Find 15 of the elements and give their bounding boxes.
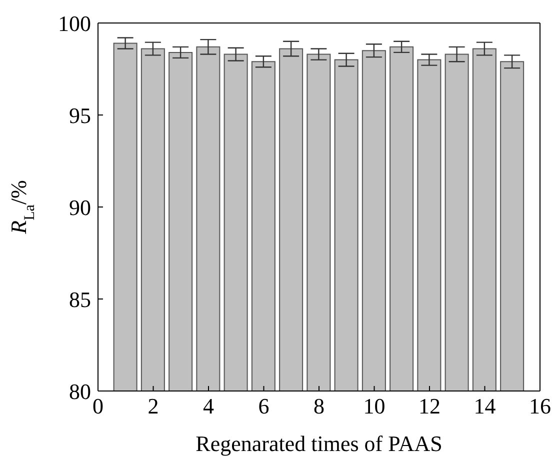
x-tick-label: 12 bbox=[418, 394, 440, 419]
x-axis-title: Regenarated times of PAAS bbox=[196, 431, 442, 456]
y-tick-label: 85 bbox=[69, 286, 91, 312]
x-tick-label: 4 bbox=[203, 394, 214, 419]
y-tick-label: 100 bbox=[58, 10, 91, 36]
y-tick-label: 95 bbox=[69, 102, 91, 128]
y-tick-label: 80 bbox=[69, 378, 91, 404]
x-tick-label: 10 bbox=[363, 394, 386, 419]
y-tick-label: 90 bbox=[69, 194, 91, 220]
x-tick-label: 6 bbox=[258, 394, 270, 419]
x-tick-label: 8 bbox=[314, 394, 324, 419]
x-tick-label: 14 bbox=[474, 394, 496, 419]
x-tick-label: 0 bbox=[92, 394, 104, 419]
x-tick-label: 2 bbox=[148, 394, 159, 419]
x-tick-label: 16 bbox=[529, 394, 551, 419]
